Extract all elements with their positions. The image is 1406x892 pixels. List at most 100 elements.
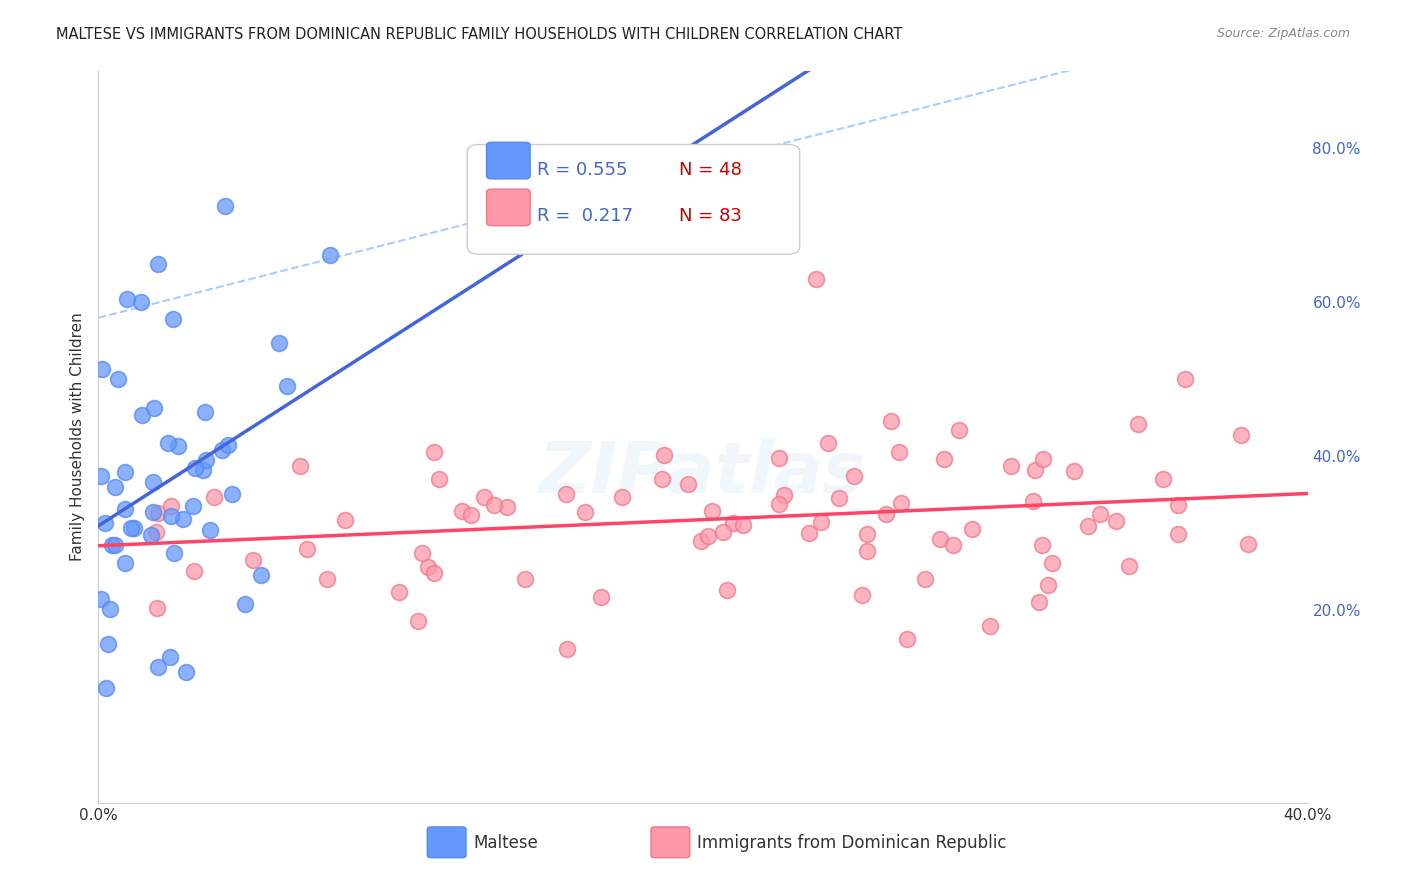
Point: [773, 487, 796, 501]
Point: [94, 681, 117, 696]
Point: [114, 502, 136, 516]
Point: [828, 491, 851, 506]
Point: [1040, 556, 1063, 570]
Point: [131, 408, 153, 422]
Point: [94, 516, 117, 530]
Point: [817, 436, 839, 450]
Point: [198, 523, 221, 537]
Text: Immigrants from Dominican Republic: Immigrants from Dominican Republic: [697, 834, 1007, 852]
Point: [1126, 417, 1149, 432]
Point: [610, 491, 633, 505]
Point: [844, 468, 866, 483]
Point: [139, 527, 162, 541]
Point: [160, 508, 183, 523]
Point: [797, 525, 820, 540]
Point: [131, 295, 153, 310]
Point: [90, 468, 112, 483]
Point: [104, 538, 127, 552]
Point: [269, 336, 291, 351]
Point: [942, 538, 965, 552]
Point: [166, 439, 188, 453]
Point: [979, 618, 1001, 632]
Text: MALTESE VS IMMIGRANTS FROM DOMINICAN REPUBLIC FAMILY HOUSEHOLDS WITH CHILDREN CO: MALTESE VS IMMIGRANTS FROM DOMINICAN REP…: [56, 27, 903, 42]
Text: Source: ZipAtlas.com: Source: ZipAtlas.com: [1216, 27, 1350, 40]
Point: [146, 506, 169, 520]
Point: [1028, 595, 1050, 609]
Point: [163, 546, 186, 560]
Point: [98, 602, 121, 616]
Point: [879, 414, 901, 428]
Point: [932, 451, 955, 466]
Point: [591, 590, 613, 604]
Point: [217, 438, 239, 452]
Point: [319, 248, 342, 262]
Point: [482, 498, 505, 512]
Point: [875, 507, 897, 521]
Point: [411, 546, 433, 560]
Point: [97, 637, 120, 651]
Point: [276, 378, 298, 392]
Point: [1152, 472, 1174, 486]
Point: [574, 505, 596, 519]
Point: [295, 541, 318, 556]
Point: [810, 516, 832, 530]
Point: [652, 448, 675, 462]
Point: [1088, 508, 1111, 522]
Point: [716, 582, 738, 597]
Point: [948, 423, 970, 437]
Point: [890, 496, 912, 510]
Point: [1063, 464, 1085, 478]
Point: [117, 292, 139, 306]
Point: [1032, 451, 1054, 466]
Point: [145, 524, 167, 539]
Point: [191, 463, 214, 477]
Point: [427, 472, 450, 486]
Point: [1230, 428, 1253, 442]
Point: [1174, 372, 1197, 386]
Point: [1038, 578, 1060, 592]
Point: [721, 516, 744, 531]
Point: [856, 527, 879, 541]
Point: [451, 504, 474, 518]
Point: [423, 566, 446, 581]
Point: [162, 312, 184, 326]
Point: [495, 500, 517, 515]
Point: [1236, 537, 1258, 551]
Point: [181, 500, 204, 514]
Point: [804, 272, 827, 286]
FancyBboxPatch shape: [486, 143, 530, 179]
Point: [472, 490, 495, 504]
Point: [1077, 518, 1099, 533]
Point: [104, 480, 127, 494]
Point: [333, 512, 356, 526]
Point: [1000, 458, 1022, 473]
Text: R =  0.217: R = 0.217: [537, 207, 634, 225]
Point: [143, 401, 166, 416]
Point: [90, 591, 112, 606]
Text: N = 83: N = 83: [679, 207, 742, 225]
Point: [1105, 514, 1128, 528]
Point: [856, 543, 879, 558]
Point: [202, 490, 225, 504]
Point: [1031, 537, 1053, 551]
Point: [183, 564, 205, 578]
Point: [423, 445, 446, 459]
Point: [960, 522, 983, 536]
FancyBboxPatch shape: [427, 827, 465, 858]
Point: [316, 572, 339, 586]
Point: [146, 257, 169, 271]
Point: [120, 520, 142, 534]
Point: [697, 529, 720, 543]
Point: [515, 572, 537, 586]
Text: ZIPatlas: ZIPatlas: [540, 439, 866, 508]
Point: [896, 632, 918, 646]
FancyBboxPatch shape: [486, 189, 530, 226]
Point: [676, 477, 699, 491]
Point: [114, 557, 136, 571]
Point: [928, 532, 950, 546]
Point: [768, 497, 790, 511]
Point: [711, 524, 734, 539]
Point: [555, 641, 578, 656]
Point: [156, 436, 179, 450]
Text: N = 48: N = 48: [679, 161, 742, 178]
